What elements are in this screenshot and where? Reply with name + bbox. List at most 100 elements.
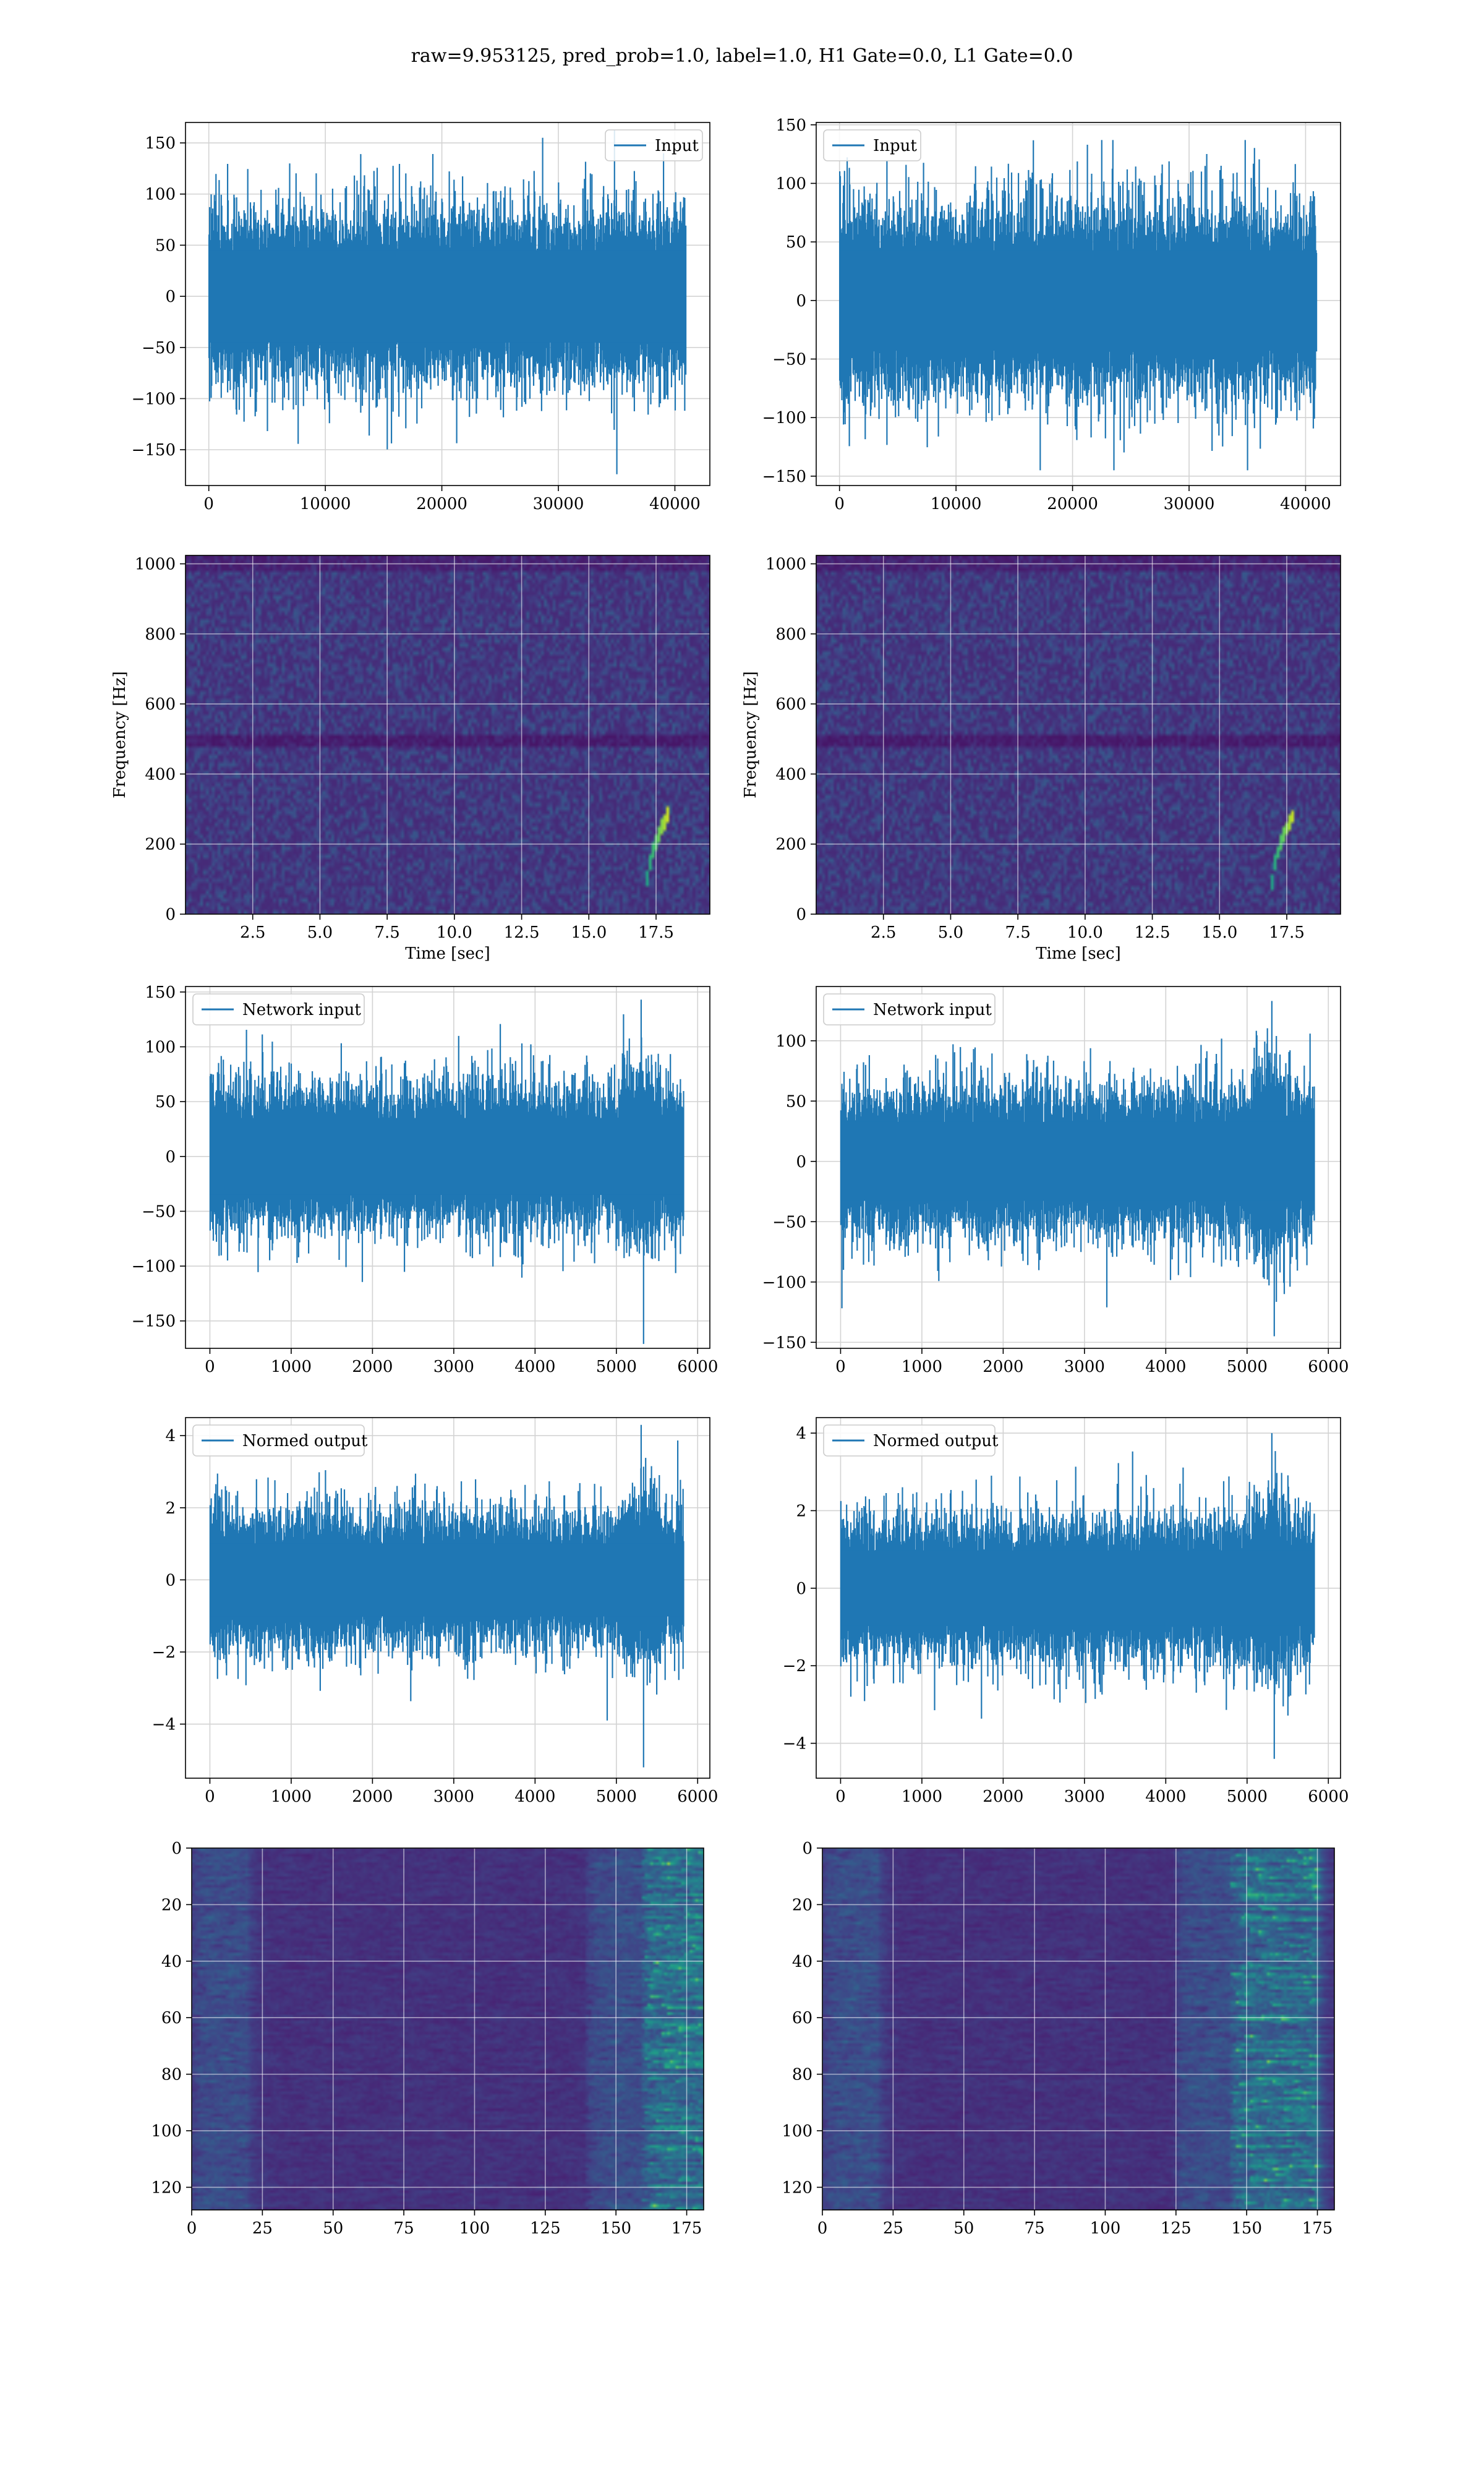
legend-label: Normed output bbox=[242, 1432, 368, 1450]
x-tick-label: 2000 bbox=[983, 1358, 1023, 1376]
y-tick-label: 800 bbox=[145, 625, 176, 644]
y-tick-label: 0 bbox=[165, 1148, 176, 1166]
axes-frame bbox=[822, 1847, 1335, 2211]
x-tick-label: 15.0 bbox=[1201, 923, 1237, 942]
x-tick-label: 0 bbox=[834, 495, 845, 513]
series-core-band bbox=[208, 250, 686, 343]
y-tick-label: 120 bbox=[151, 2178, 182, 2197]
axes-frame bbox=[816, 986, 1341, 1349]
y-tick-label: 120 bbox=[782, 2178, 812, 2197]
x-tick-label: 175 bbox=[672, 2219, 702, 2238]
axes-frame bbox=[185, 122, 710, 486]
y-tick-label: 400 bbox=[145, 765, 176, 784]
axes-frame bbox=[816, 555, 1341, 915]
legend-label: Network input bbox=[873, 1001, 992, 1019]
subplot-netin-l1: 0 1000 2000 3000 4000 5000 6000 −150 −100 −50 0 50 1… bbox=[762, 986, 1349, 1376]
series-core-band bbox=[210, 1543, 684, 1617]
legend: Normed output bbox=[823, 1424, 999, 1457]
y-tick-label: 2 bbox=[165, 1499, 176, 1518]
x-tick-label: 5.0 bbox=[938, 923, 963, 942]
series-core-band bbox=[840, 1550, 1315, 1626]
series-core-band bbox=[840, 1121, 1315, 1201]
spectrogram-image bbox=[186, 555, 710, 914]
y-axis-label: Frequency [Hz] bbox=[111, 671, 129, 798]
y-tick-label: 50 bbox=[786, 1092, 806, 1111]
x-tick-label: 40000 bbox=[1280, 495, 1331, 513]
legend-box bbox=[823, 129, 921, 161]
x-tick-label: 75 bbox=[1025, 2219, 1045, 2238]
x-tick-label: 2.5 bbox=[871, 923, 896, 942]
y-tick-label: 20 bbox=[161, 1896, 182, 1914]
y-tick-label: −100 bbox=[132, 1257, 176, 1276]
y-tick-label: 0 bbox=[171, 1839, 182, 1858]
x-tick-label: 1000 bbox=[902, 1787, 942, 1806]
y-tick-label: −4 bbox=[152, 1716, 176, 1734]
x-tick-label: 1000 bbox=[271, 1358, 312, 1376]
y-axis-label: Frequency [Hz] bbox=[741, 671, 760, 798]
y-tick-label: 1000 bbox=[135, 555, 176, 574]
x-tick-label: 150 bbox=[600, 2219, 631, 2238]
legend: Normed output bbox=[192, 1424, 368, 1457]
legend-box bbox=[605, 129, 703, 161]
x-tick-label: 12.5 bbox=[1135, 923, 1171, 942]
x-tick-label: 7.5 bbox=[1005, 923, 1030, 942]
y-tick-label: 0 bbox=[802, 1839, 812, 1858]
x-tick-label: 5000 bbox=[1227, 1358, 1268, 1376]
legend-box bbox=[192, 993, 365, 1025]
x-tick-label: 2000 bbox=[983, 1787, 1023, 1806]
y-tick-label: 100 bbox=[775, 174, 806, 193]
y-tick-label: −2 bbox=[783, 1657, 806, 1676]
x-tick-label: 2000 bbox=[352, 1358, 393, 1376]
x-tick-label: 0 bbox=[205, 1358, 215, 1376]
y-tick-label: 0 bbox=[796, 292, 806, 310]
legend: Input bbox=[823, 129, 921, 161]
x-tick-label: 0 bbox=[835, 1358, 846, 1376]
x-tick-label: 150 bbox=[1231, 2219, 1262, 2238]
y-tick-label: 100 bbox=[782, 2122, 812, 2141]
y-tick-label: 0 bbox=[165, 1571, 176, 1590]
legend: Input bbox=[605, 129, 703, 161]
gridlines bbox=[816, 1418, 1341, 1778]
legend: Network input bbox=[192, 993, 365, 1025]
legend-box bbox=[192, 1424, 365, 1457]
x-tick-label: 0 bbox=[205, 1787, 215, 1806]
axes-frame bbox=[191, 1847, 704, 2211]
y-tick-label: 80 bbox=[161, 2066, 182, 2084]
axes-frame bbox=[816, 1417, 1341, 1779]
y-tick-label: −150 bbox=[132, 1312, 176, 1331]
x-tick-label: 4000 bbox=[1145, 1358, 1186, 1376]
y-tick-label: −100 bbox=[762, 409, 806, 427]
y-tick-label: 2 bbox=[796, 1502, 806, 1520]
x-tick-label: 30000 bbox=[533, 495, 584, 513]
x-tick-label: 3000 bbox=[433, 1787, 474, 1806]
subplot-input-l1: 0 10000 20000 30000 40000 −150 −100 −50 0 50 100 15… bbox=[762, 116, 1341, 513]
x-tick-label: 50 bbox=[323, 2219, 343, 2238]
x-tick-label: 3000 bbox=[1064, 1358, 1105, 1376]
y-tick-label: 0 bbox=[165, 905, 176, 924]
subplot-input-h1: 0 10000 20000 30000 40000 −150 −100 −50 0 50 100 15… bbox=[132, 122, 710, 513]
feature-map-image bbox=[192, 1848, 704, 2210]
y-tick-label: 50 bbox=[155, 236, 176, 255]
x-tick-label: 10.0 bbox=[1067, 923, 1103, 942]
x-tick-label: 7.5 bbox=[374, 923, 399, 942]
x-tick-label: 20000 bbox=[1047, 495, 1098, 513]
y-tick-label: 1000 bbox=[765, 555, 806, 574]
subplot-netin-h1: 0 1000 2000 3000 4000 5000 6000 −150 −100 −50 0 50 1… bbox=[132, 983, 719, 1376]
x-tick-label: 12.5 bbox=[504, 923, 540, 942]
y-tick-label: 20 bbox=[792, 1896, 812, 1914]
x-tick-label: 4000 bbox=[514, 1787, 555, 1806]
axes-frame bbox=[185, 555, 710, 915]
y-tick-label: 40 bbox=[161, 1953, 182, 1971]
legend-box bbox=[823, 993, 996, 1025]
x-tick-label: 0 bbox=[835, 1787, 846, 1806]
x-tick-label: 4000 bbox=[514, 1358, 555, 1376]
x-tick-label: 6000 bbox=[677, 1358, 718, 1376]
axes-frame bbox=[185, 1417, 710, 1779]
y-tick-label: −50 bbox=[772, 350, 806, 369]
y-tick-label: 0 bbox=[165, 288, 176, 306]
x-tick-label: 100 bbox=[1090, 2219, 1121, 2238]
x-tick-label: 40000 bbox=[649, 495, 701, 513]
x-tick-label: 1000 bbox=[902, 1358, 942, 1376]
subplot-norm-h1: 0 1000 2000 3000 4000 5000 6000 −4 −2 0 2 4 Normed o… bbox=[152, 1417, 718, 1806]
